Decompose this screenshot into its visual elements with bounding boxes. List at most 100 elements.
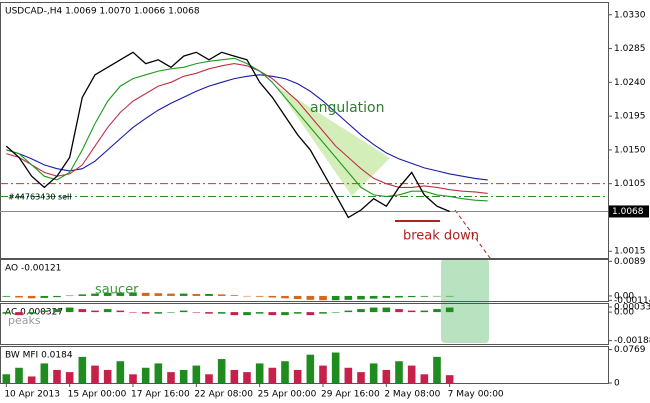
y-tick-label: 0 <box>614 379 620 389</box>
y-tick-label: 1.0285 <box>614 44 646 54</box>
series-line <box>6 74 488 181</box>
bar <box>65 307 74 313</box>
y-tick-label: 0.00 <box>614 291 634 301</box>
y-tick-label: 0.0089 <box>614 257 646 267</box>
bar <box>217 294 226 296</box>
bar <box>192 312 201 313</box>
bar <box>2 312 11 314</box>
bar <box>40 363 49 383</box>
series-line <box>5 51 450 219</box>
bar <box>255 312 264 314</box>
x-tick-label: 10 Apr 2013 <box>4 390 60 400</box>
bar <box>15 312 23 316</box>
bar <box>53 295 61 298</box>
bar <box>331 295 340 301</box>
y-tick-label: 1.0015 <box>614 247 646 257</box>
bar <box>154 363 163 383</box>
bar <box>27 295 36 299</box>
panel-title: AO -0.00121 <box>5 264 61 274</box>
bar <box>78 356 87 383</box>
bar <box>407 295 416 298</box>
bar <box>420 295 429 297</box>
bar <box>445 307 454 313</box>
bar <box>395 309 403 313</box>
bar <box>357 295 365 300</box>
bar <box>129 292 137 296</box>
bar <box>65 372 74 383</box>
bar <box>357 309 365 313</box>
bar <box>15 367 23 383</box>
bar <box>40 310 49 313</box>
bar <box>331 312 340 313</box>
y-tick-label: 1.0330 <box>614 10 646 20</box>
bar <box>445 375 454 383</box>
bar <box>230 369 239 383</box>
bar <box>27 376 36 383</box>
bar <box>319 295 327 301</box>
bar <box>344 295 353 300</box>
bar <box>281 361 289 383</box>
bar <box>445 295 454 297</box>
bar <box>103 309 112 313</box>
bar <box>319 365 327 383</box>
bar <box>129 374 137 383</box>
bar <box>205 374 213 383</box>
bar <box>91 310 99 313</box>
bar <box>331 352 340 383</box>
y-tick-label: 1.0195 <box>614 112 646 122</box>
y-tick-label: -0.00114 <box>614 296 650 306</box>
bar <box>382 295 391 298</box>
bar <box>433 309 441 313</box>
bar <box>65 295 74 297</box>
bar <box>217 359 226 383</box>
bar <box>281 295 289 299</box>
bar <box>53 309 61 313</box>
bar <box>230 295 239 296</box>
bar <box>167 293 175 296</box>
bar <box>243 312 251 316</box>
panel-frame <box>0 303 609 345</box>
bar <box>407 365 416 383</box>
bar <box>103 369 112 383</box>
bar <box>167 372 175 383</box>
bar <box>103 292 112 296</box>
bar <box>268 367 277 383</box>
bar <box>230 312 239 316</box>
bar <box>306 295 315 300</box>
bar <box>91 293 99 296</box>
bar <box>116 292 125 296</box>
bar <box>344 310 353 313</box>
bar <box>78 309 87 313</box>
annotation: saucer <box>95 283 139 298</box>
bar <box>382 369 391 383</box>
bar <box>2 295 11 297</box>
x-tick-label: 17 Apr 16:00 <box>131 390 190 400</box>
bar <box>78 294 87 296</box>
bar <box>217 312 226 314</box>
bar <box>167 312 175 313</box>
bar <box>192 294 201 296</box>
bar <box>369 363 378 383</box>
bar <box>205 294 213 296</box>
panel-frame <box>0 259 609 302</box>
bar <box>141 367 150 383</box>
bar <box>141 292 150 296</box>
bar <box>2 374 11 383</box>
panel-title: USDCAD-,H4 1.0069 1.0070 1.0066 1.0068 <box>5 7 200 17</box>
bar <box>192 365 201 383</box>
panel-frame <box>0 2 609 259</box>
y-tick-label: 1.0240 <box>614 78 646 88</box>
annotation: angulation <box>310 100 385 116</box>
bar <box>27 312 36 314</box>
bar <box>40 295 49 298</box>
price-tag <box>609 205 649 218</box>
bar <box>395 295 403 298</box>
bar <box>395 361 403 383</box>
series-line <box>6 63 488 194</box>
bar <box>306 354 315 383</box>
bar <box>281 312 289 316</box>
bar <box>268 312 277 316</box>
bar <box>382 307 391 313</box>
bar <box>306 312 315 316</box>
x-tick-label: 29 Apr 16:00 <box>321 390 380 400</box>
